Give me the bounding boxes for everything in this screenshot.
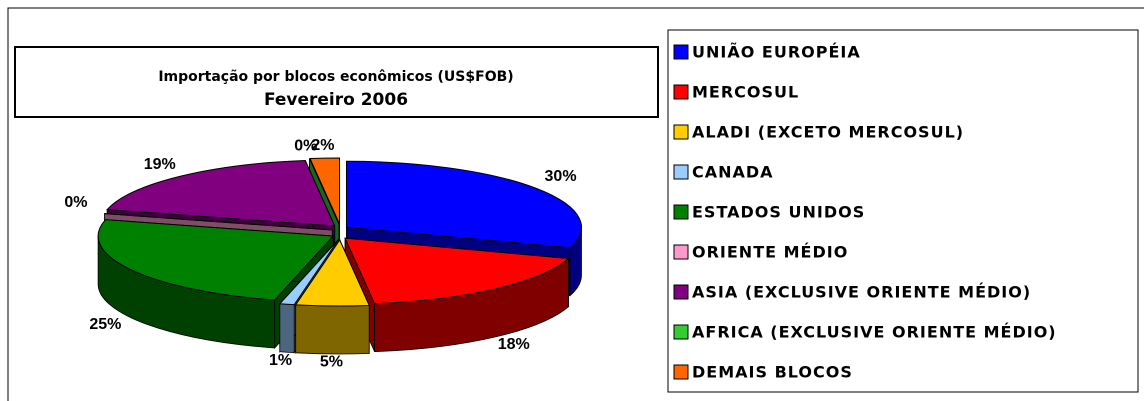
legend-swatch: [673, 84, 689, 100]
pie-tops: [97, 157, 582, 307]
legend-label: ALADI (EXCETO MERCOSUL): [692, 123, 964, 142]
legend-swatch: [673, 244, 689, 260]
pie-slice: [294, 238, 370, 307]
data-label: 5%: [320, 354, 343, 371]
legend: UNIÃO EUROPÉIA MERCOSUL ALADI (EXCETO MERC…: [673, 43, 1057, 382]
data-label: 0%: [64, 194, 87, 211]
legend-label: AFRICA (EXCLUSIVE ORIENTE MÉDIO): [692, 323, 1057, 342]
legend-swatch: [673, 44, 689, 60]
pie-slice: [97, 219, 335, 301]
labels: 30%18%5%1%25%0%19%0%2%: [64, 137, 576, 371]
title-box: [14, 46, 659, 118]
legend-label: CANADA: [692, 163, 774, 182]
legend-label: ESTADOS UNIDOS: [692, 203, 865, 222]
legend-label: ASIA (EXCLUSIVE ORIENTE MÉDIO): [692, 283, 1031, 302]
pie-slice: [278, 239, 339, 306]
legend-swatch: [673, 324, 689, 340]
legend-label: ORIENTE MÉDIO: [692, 243, 848, 262]
legend-label: MERCOSUL: [692, 83, 799, 102]
chart-title: Importação por blocos econômicos (US$FOB…: [158, 69, 513, 85]
slice-side: [279, 303, 295, 354]
data-label: 18%: [498, 336, 530, 353]
chart-subtitle: Fevereiro 2006: [264, 90, 408, 110]
pie-slice: [106, 160, 336, 227]
data-label: 1%: [269, 352, 292, 369]
pie-slice: [345, 160, 582, 249]
legend-label: DEMAIS BLOCOS: [692, 363, 853, 382]
data-label: 25%: [89, 316, 121, 333]
data-label: 19%: [144, 156, 176, 173]
pie-slice: [344, 237, 570, 305]
data-label: 0%: [294, 137, 317, 154]
legend-box: [667, 29, 1139, 393]
legend-label: UNIÃO EUROPÉIA: [692, 43, 861, 62]
data-label: 30%: [545, 168, 577, 185]
legend-swatch: [673, 204, 689, 220]
legend-swatch: [673, 364, 689, 380]
data-label: 2%: [311, 137, 334, 154]
slice-side: [295, 304, 370, 355]
pie-slice: [309, 157, 340, 225]
legend-swatch: [673, 164, 689, 180]
legend-swatch: [673, 124, 689, 140]
legend-swatch: [673, 284, 689, 300]
pie-slice: [104, 213, 333, 231]
